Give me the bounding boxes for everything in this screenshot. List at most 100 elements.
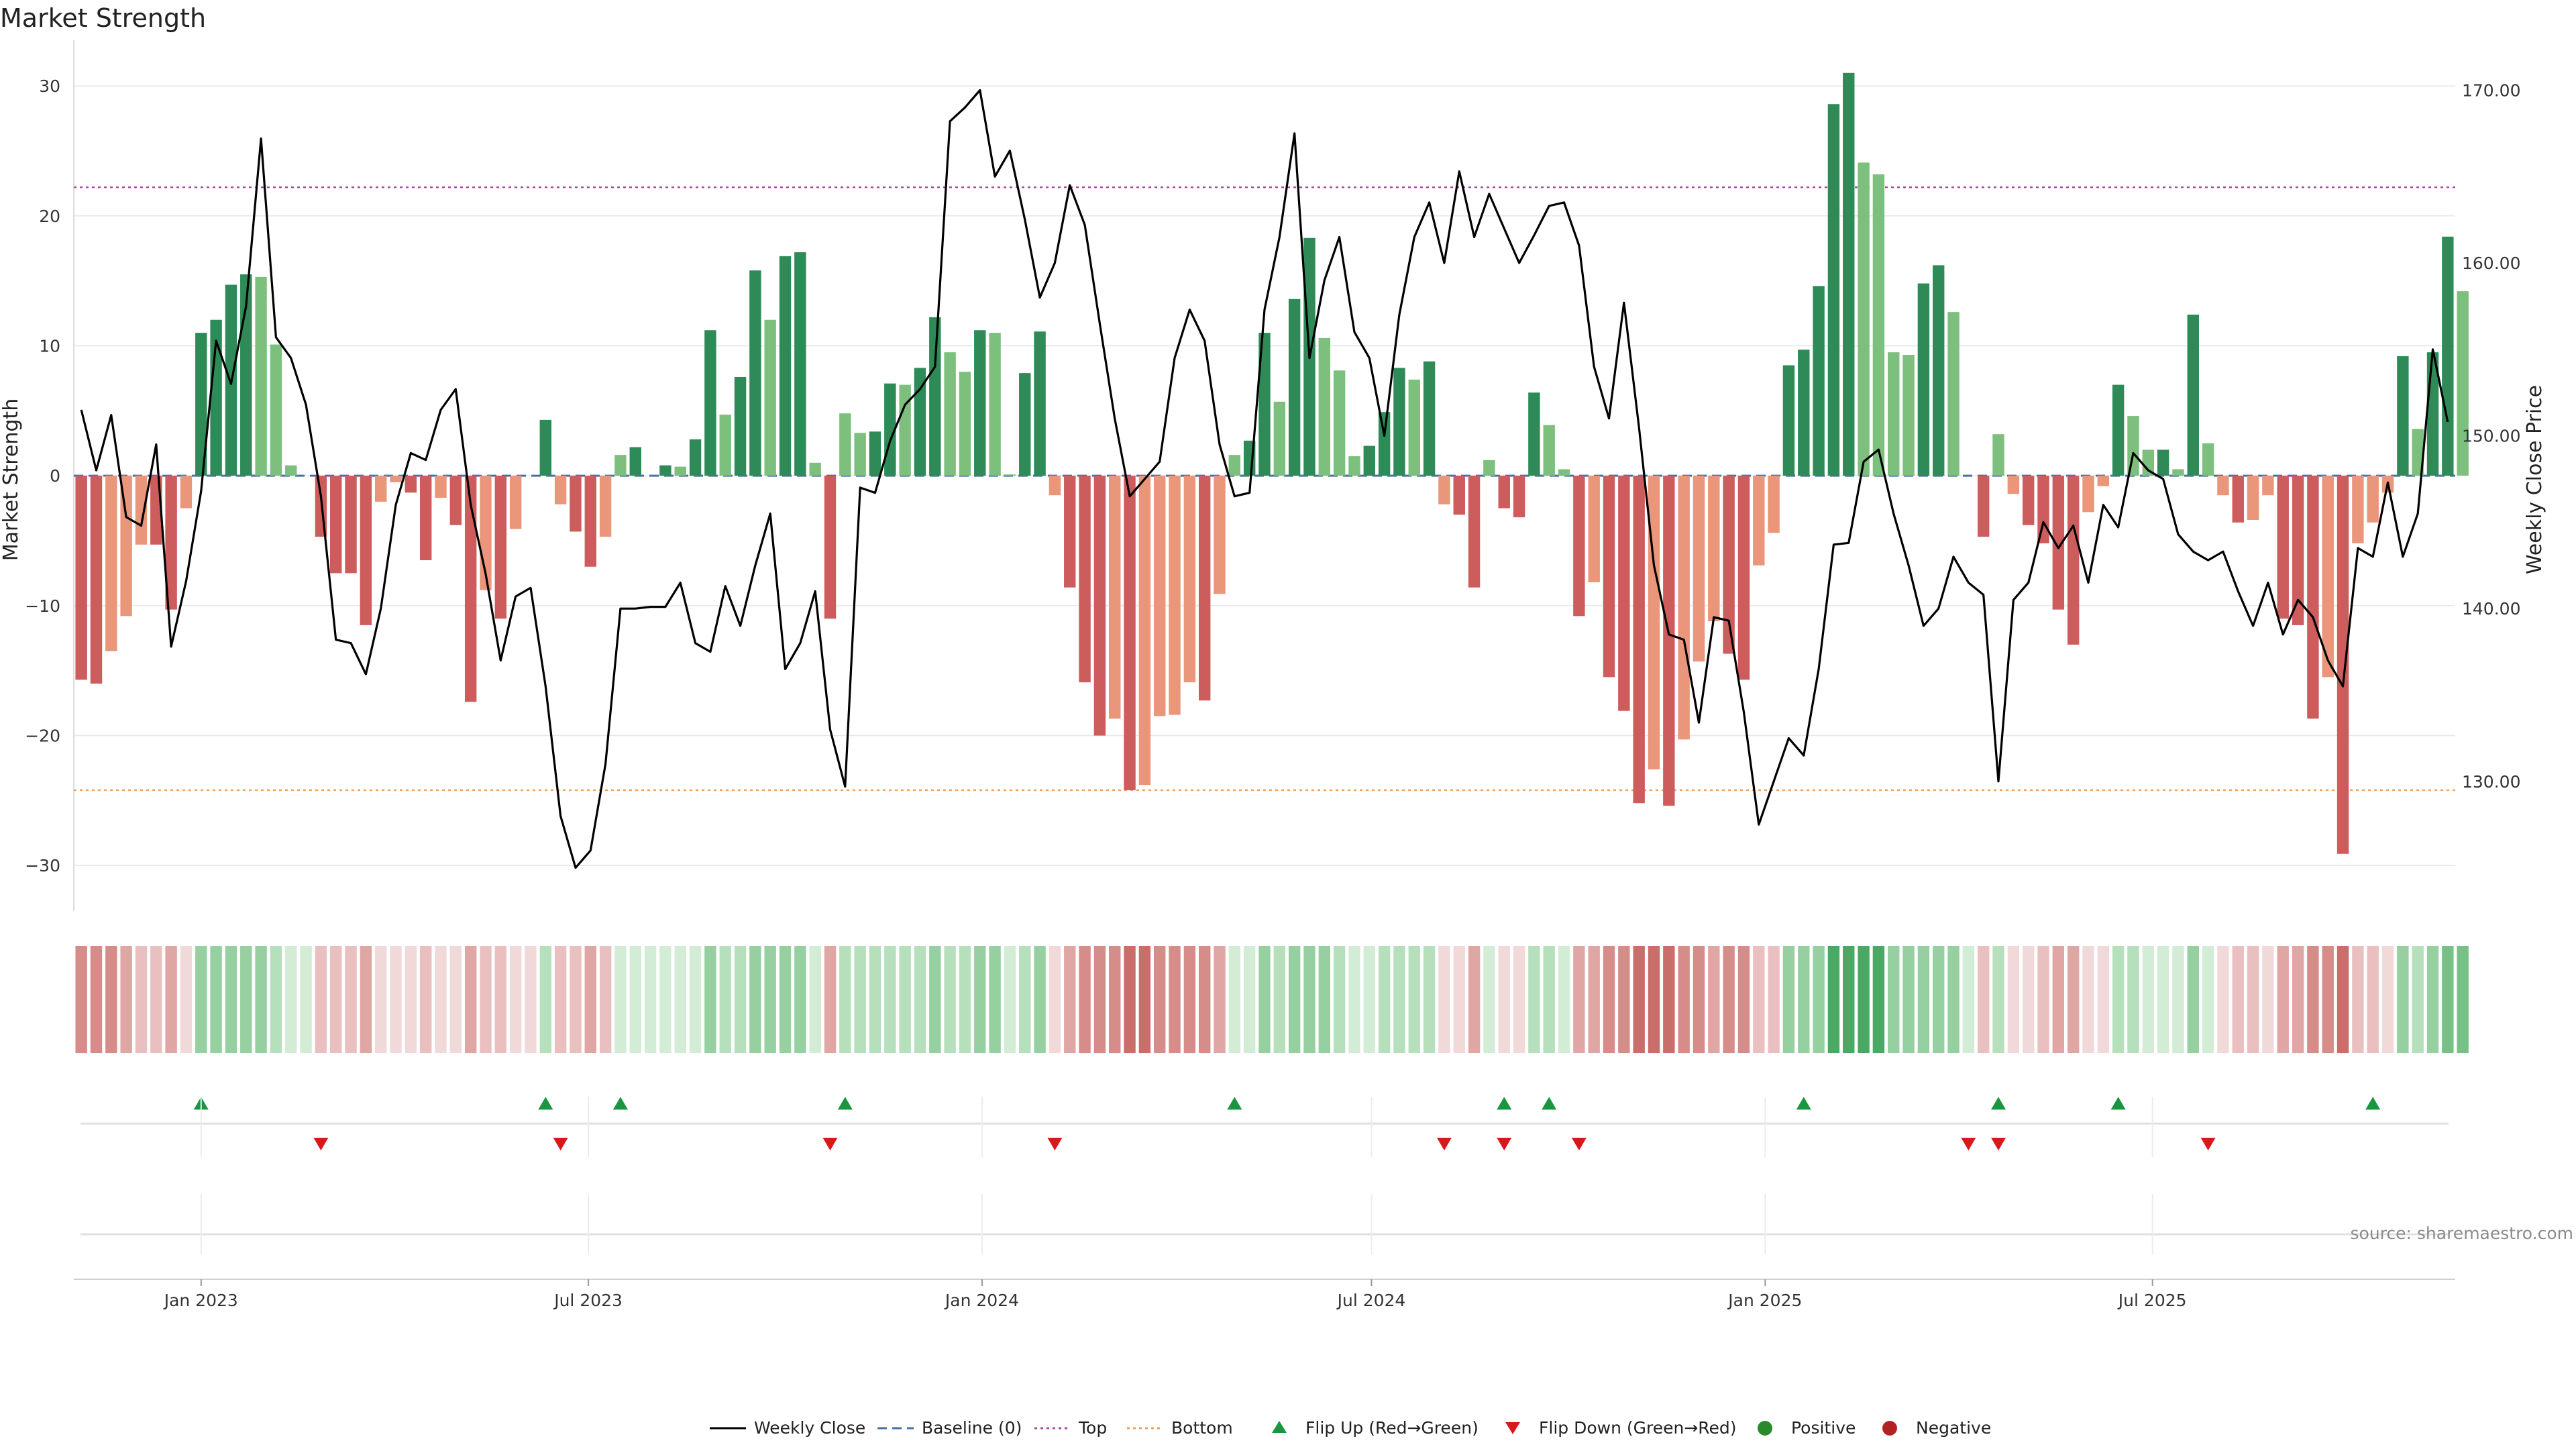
strength-bar (1258, 333, 1271, 476)
strength-bar (1663, 476, 1675, 806)
strength-bar (1348, 456, 1360, 476)
strength-bar (1393, 368, 1405, 476)
strength-bar (2232, 476, 2244, 523)
strength-bar (1228, 455, 1241, 476)
heat-cell (210, 946, 222, 1053)
heat-cell (2247, 946, 2259, 1053)
strength-bar (1423, 361, 1436, 476)
strength-bar (1049, 476, 1061, 496)
strength-bar (554, 476, 567, 504)
heat-cell (914, 946, 926, 1053)
heat-cell (345, 946, 357, 1053)
heat-cell (270, 946, 282, 1053)
y2-axis-label: Weekly Close Price (2523, 385, 2546, 574)
strength-bar (914, 368, 926, 476)
heat-cell (1618, 946, 1630, 1053)
heat-cell (1243, 946, 1256, 1053)
heat-cell (1872, 946, 1885, 1053)
y-tick-label: 20 (39, 207, 60, 226)
strength-bar (1782, 365, 1795, 476)
heat-cell (90, 946, 103, 1053)
legend-item: Flip Up (Red→Green) (1272, 1418, 1479, 1438)
heat-cell (2277, 946, 2289, 1053)
heat-cell (2352, 946, 2364, 1053)
heat-cell (419, 946, 432, 1053)
strength-bar (2007, 476, 2020, 494)
strength-bar (614, 455, 627, 476)
heat-cell (509, 946, 522, 1053)
heat-cell (405, 946, 417, 1053)
heat-cell (1004, 946, 1016, 1053)
heat-cell (704, 946, 716, 1053)
heat-cell (135, 946, 148, 1053)
flip-down-marker (1991, 1138, 2006, 1150)
heat-cell (1154, 946, 1166, 1053)
heat-cell (1528, 946, 1540, 1053)
weekly-close-series (80, 89, 2449, 869)
strength-bar (1483, 460, 1495, 476)
strength-bar (2202, 443, 2214, 476)
heat-cell (1228, 946, 1241, 1053)
strength-bar (90, 476, 103, 684)
strength-bar (1933, 265, 1945, 476)
y2-tick-label: 160.00 (2462, 254, 2520, 273)
x-axis: Jan 2023 Jul 2023 Jan 2024 Jul 2024 Jan 2025… (74, 1097, 2455, 1310)
heat-cell (1543, 946, 1555, 1053)
y-tick-label: 10 (39, 336, 60, 356)
strength-bar (435, 476, 447, 498)
strength-bar (1947, 312, 1960, 476)
heat-cell (2142, 946, 2155, 1053)
strength-bar (869, 431, 881, 476)
heat-cell (2202, 946, 2214, 1053)
heat-cell (120, 946, 132, 1053)
heat-cell (2412, 946, 2424, 1053)
strength-bar (1543, 425, 1555, 476)
strength-bar (1603, 476, 1615, 678)
legend-label: Flip Up (Red→Green) (1305, 1418, 1479, 1438)
heat-cell (779, 946, 792, 1053)
y2-axis-ticks: 170.00 160.00 150.00 140.00 130.00 (2462, 80, 2520, 791)
flip-markers (80, 1097, 2449, 1236)
strength-bar (2157, 449, 2169, 476)
heat-cell (659, 946, 672, 1053)
strength-bar (330, 476, 342, 574)
heat-cell (1977, 946, 1990, 1053)
x-tick-label: Jan 2025 (1727, 1291, 1802, 1310)
heat-cell (1708, 946, 1720, 1053)
heat-cell (464, 946, 477, 1053)
flip-up-marker (1542, 1097, 1557, 1110)
strength-bar (719, 415, 731, 476)
heat-cell (150, 946, 162, 1053)
strength-bar (2352, 476, 2364, 543)
legend-label: Flip Down (Green→Red) (1539, 1418, 1737, 1438)
strength-bar (1693, 476, 1705, 662)
heat-cell (584, 946, 596, 1053)
heat-cell (764, 946, 776, 1053)
heat-cell (1393, 946, 1405, 1053)
y-tick-label: 0 (50, 466, 60, 486)
heat-cell (2037, 946, 2049, 1053)
strength-bar (1708, 476, 1720, 622)
flip-up-marker (1227, 1097, 1242, 1110)
heat-cell (180, 946, 193, 1053)
heat-cell (165, 946, 177, 1053)
strength-bar (2412, 429, 2424, 476)
strength-bar (464, 476, 477, 702)
heat-cell (2292, 946, 2304, 1053)
strength-bar (959, 372, 971, 476)
legend-swatch (1272, 1421, 1287, 1433)
strength-bar (210, 319, 222, 476)
heat-cell (719, 946, 731, 1053)
strength-bar (2457, 291, 2469, 476)
heat-cell (1888, 946, 1900, 1053)
y2-tick-label: 130.00 (2462, 772, 2520, 792)
x-tick-label: Jul 2025 (2117, 1291, 2187, 1310)
heat-cell (1019, 946, 1031, 1053)
heat-cell (1678, 946, 1690, 1053)
heat-cell (2127, 946, 2139, 1053)
heat-cell (1648, 946, 1660, 1053)
legend-item: Bottom (1127, 1418, 1233, 1438)
heat-cell (2337, 946, 2349, 1053)
flip-up-marker (2110, 1097, 2126, 1110)
